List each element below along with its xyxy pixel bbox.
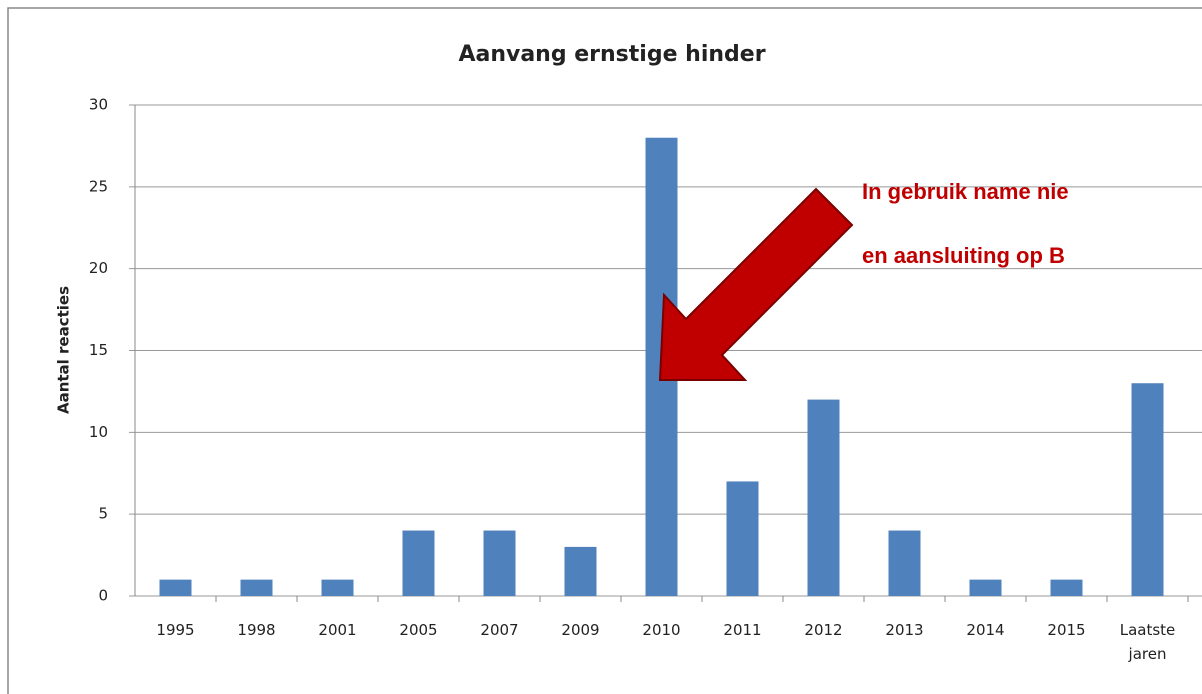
x-tick-label: 1998 bbox=[237, 621, 276, 639]
bar bbox=[321, 579, 354, 596]
y-tick-label: 0 bbox=[98, 587, 108, 605]
y-tick-label: 20 bbox=[89, 259, 108, 277]
y-tick-label: 25 bbox=[89, 177, 108, 195]
y-tick-label: 30 bbox=[89, 96, 108, 114]
bar bbox=[564, 546, 597, 596]
x-tick-label: 2010 bbox=[642, 621, 681, 639]
bar bbox=[1131, 383, 1164, 596]
annotation: en aansluiting op B bbox=[862, 243, 1065, 268]
x-tick-label: 2013 bbox=[885, 621, 924, 639]
x-tick-label: Laatste jaren bbox=[1119, 621, 1176, 663]
y-tick-label: 15 bbox=[89, 341, 108, 359]
x-tick-label: 2014 bbox=[966, 621, 1005, 639]
y-tick-label: 10 bbox=[89, 423, 108, 441]
annotation: In gebruik name nie bbox=[862, 179, 1069, 204]
bar bbox=[888, 530, 921, 596]
arrow bbox=[658, 187, 854, 381]
x-tick-label: 2007 bbox=[480, 621, 519, 639]
bar bbox=[402, 530, 435, 596]
bar bbox=[159, 579, 192, 596]
x-tick-label: 2001 bbox=[318, 621, 357, 639]
x-tick-label: 2005 bbox=[399, 621, 438, 639]
bar bbox=[969, 579, 1002, 596]
x-tick-label: 2012 bbox=[804, 621, 843, 639]
bar bbox=[483, 530, 516, 596]
x-tick-label: 2011 bbox=[723, 621, 762, 639]
bar bbox=[240, 579, 273, 596]
y-axis-title: Aantal reacties bbox=[55, 286, 73, 414]
bar bbox=[1050, 579, 1083, 596]
bar bbox=[726, 481, 759, 596]
x-tick-label: 1995 bbox=[156, 621, 195, 639]
y-tick-label: 5 bbox=[98, 505, 108, 523]
bar bbox=[807, 399, 840, 596]
x-tick-label: 2015 bbox=[1047, 621, 1086, 639]
chart-title: Aanvang ernstige hinder bbox=[458, 42, 765, 67]
x-tick-label: 2009 bbox=[561, 621, 600, 639]
